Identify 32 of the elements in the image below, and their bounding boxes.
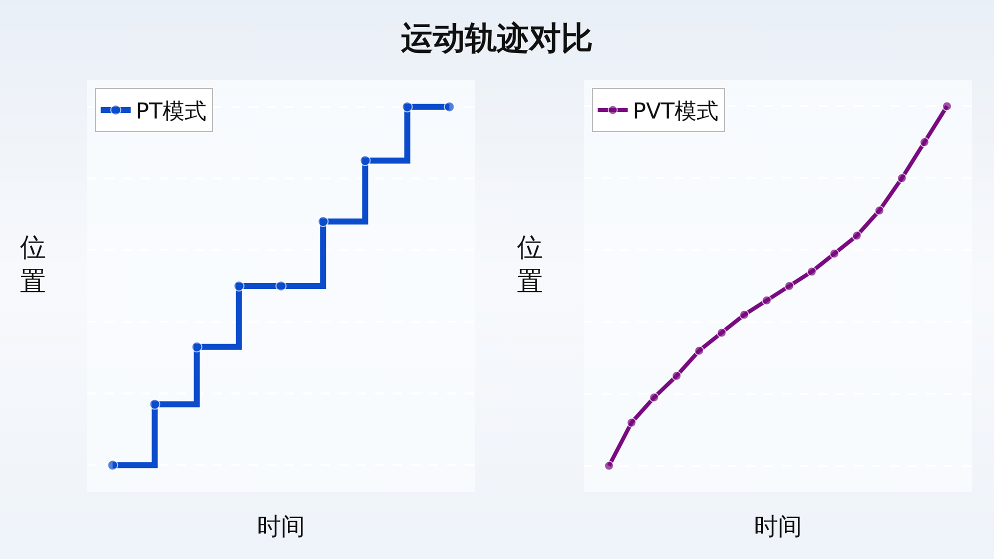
point [276, 280, 286, 292]
point [360, 155, 371, 166]
point [739, 310, 750, 320]
point [191, 341, 202, 352]
point [672, 370, 682, 381]
chart-title: 运动轨迹对比 [400, 18, 594, 59]
point [716, 328, 727, 338]
point [829, 248, 840, 259]
point [942, 101, 952, 112]
point [852, 230, 862, 241]
point [919, 137, 930, 148]
y-axis-title: 位置 [517, 233, 543, 297]
point [604, 460, 614, 471]
point [762, 295, 772, 306]
point [694, 346, 704, 356]
legend-label: PVT模式 [632, 100, 719, 125]
point [784, 281, 794, 291]
point [107, 460, 118, 471]
point [402, 101, 413, 112]
point [806, 266, 817, 277]
point [626, 418, 637, 428]
point [444, 101, 455, 112]
point [149, 398, 160, 410]
point [233, 280, 244, 292]
y-axis-title: 位置 [20, 233, 46, 297]
x-axis-title: 时间 [257, 512, 305, 540]
point [874, 205, 884, 216]
point [896, 173, 907, 184]
point [649, 392, 660, 402]
legend-label: PT模式 [136, 100, 206, 125]
point [318, 216, 329, 228]
x-axis-title: 时间 [754, 512, 802, 540]
